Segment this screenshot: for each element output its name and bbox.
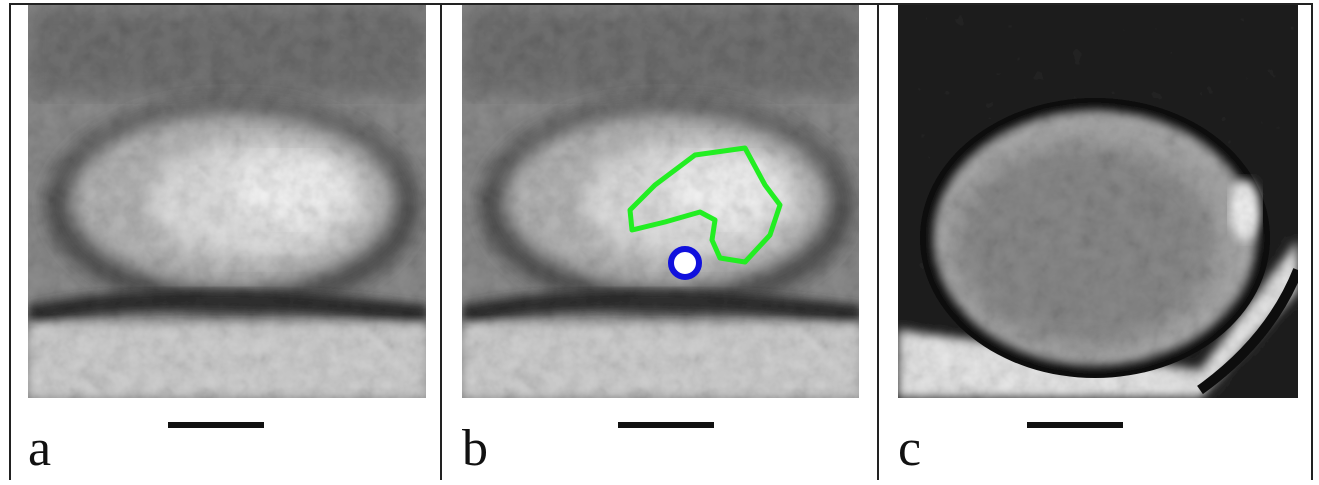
panel-label: b: [462, 420, 488, 477]
mri-image: [898, 5, 1298, 398]
mri-image: [462, 5, 862, 398]
figure: a b c: [0, 0, 1319, 480]
marker: [671, 249, 699, 277]
panel-label: c: [898, 420, 921, 477]
panel-label: a: [28, 420, 51, 477]
mri-image: [28, 5, 428, 398]
